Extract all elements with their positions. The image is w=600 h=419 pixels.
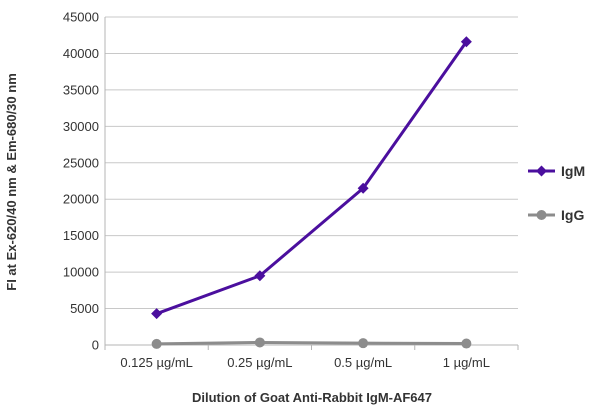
series-line-igm bbox=[155, 40, 468, 316]
data-point bbox=[254, 337, 265, 348]
axes bbox=[104, 17, 519, 350]
legend-label: IgM bbox=[561, 163, 585, 179]
series-line-igg bbox=[155, 340, 468, 346]
series-igm bbox=[151, 36, 472, 320]
data-point bbox=[151, 338, 162, 349]
legend: IgM IgG bbox=[528, 163, 585, 223]
y-tick-label: 25000 bbox=[63, 155, 99, 170]
data-point bbox=[357, 182, 369, 194]
legend-marker bbox=[536, 165, 547, 177]
x-axis-title: Dilution of Goat Anti-Rabbit IgM-AF647 bbox=[192, 390, 432, 405]
data-point bbox=[254, 270, 266, 282]
series-igg bbox=[151, 337, 472, 349]
x-tick-label: 0.125 µg/mL bbox=[120, 355, 193, 370]
y-tick-labels: 0 5000 10000 15000 20000 25000 30000 35000 40000… bbox=[63, 10, 99, 353]
y-tick-label: 35000 bbox=[63, 82, 99, 97]
legend-marker bbox=[536, 210, 547, 220]
data-point bbox=[358, 338, 369, 349]
y-tick-label: 0 bbox=[92, 338, 99, 353]
data-point bbox=[151, 308, 163, 320]
gridlines bbox=[105, 16, 518, 310]
y-tick-label: 30000 bbox=[63, 119, 99, 134]
x-tick-labels: 0.125 µg/mL 0.25 µg/mL 0.5 µg/mL 1 µg/mL bbox=[120, 355, 490, 370]
y-tick-label: 40000 bbox=[63, 46, 99, 61]
x-tick-label: 0.25 µg/mL bbox=[227, 355, 292, 370]
y-tick-label: 10000 bbox=[63, 265, 99, 280]
y-tick-label: 15000 bbox=[63, 228, 99, 243]
data-point bbox=[460, 36, 472, 48]
y-axis-title: FI at Ex-620/40 nm & Em-680/30 nm bbox=[4, 73, 19, 290]
y-tick-label: 5000 bbox=[70, 301, 99, 316]
legend-label: IgG bbox=[561, 207, 584, 223]
x-tick-label: 1 µg/mL bbox=[443, 355, 490, 370]
y-tick-label: 45000 bbox=[63, 10, 99, 25]
legend-item-igg: IgG bbox=[528, 207, 584, 223]
y-tick-label: 20000 bbox=[63, 192, 99, 207]
data-series bbox=[151, 36, 472, 349]
legend-item-igm: IgM bbox=[528, 163, 585, 179]
data-point bbox=[461, 338, 472, 349]
x-tick-label: 0.5 µg/mL bbox=[334, 355, 392, 370]
